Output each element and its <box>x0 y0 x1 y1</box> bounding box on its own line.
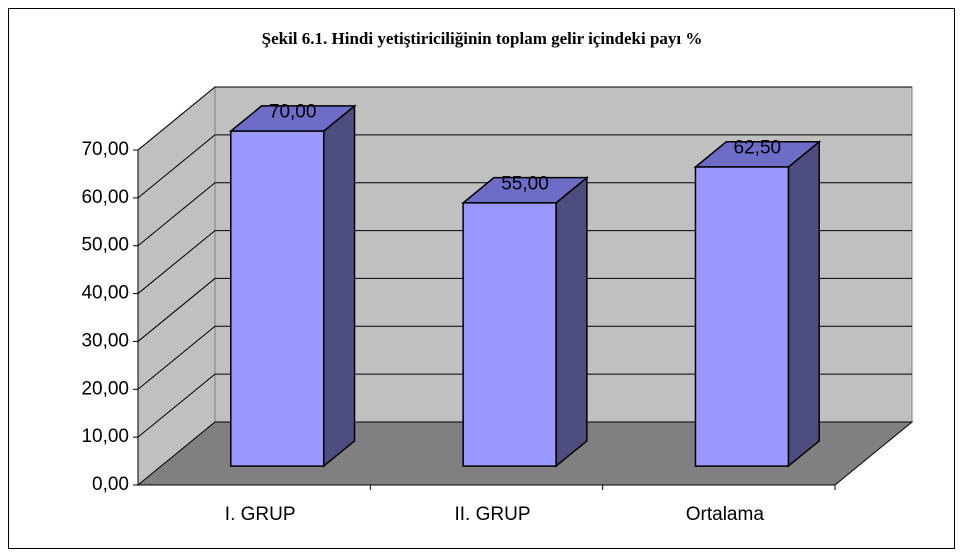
bar-side <box>787 140 820 468</box>
bar-front <box>462 202 557 467</box>
bar <box>461 176 589 468</box>
y-tick-label: 20,00 <box>81 378 129 399</box>
bar-front <box>694 166 790 467</box>
y-tick-label: 50,00 <box>81 235 129 256</box>
y-tick-label: 30,00 <box>81 330 129 351</box>
bar-side <box>555 176 588 468</box>
y-tick-label: 60,00 <box>81 187 129 208</box>
grid-line <box>137 86 912 151</box>
x-tick-label: II. GRUP <box>454 504 530 525</box>
grid-line <box>137 373 912 438</box>
y-tick-label: 10,00 <box>81 426 129 447</box>
value-label: 70,00 <box>269 102 317 123</box>
grid-line <box>137 230 912 294</box>
value-label: 55,00 <box>501 173 549 194</box>
chart-title: Şekil 6.1. Hindi yetiştiriciliğinin topl… <box>262 29 703 48</box>
grid-line <box>137 182 912 247</box>
bar-side <box>322 104 356 468</box>
y-tick-label: 40,00 <box>81 283 129 304</box>
grid-line <box>137 134 912 199</box>
bar <box>228 104 357 468</box>
grid-line <box>137 325 912 390</box>
x-tick-label: I. GRUP <box>225 504 296 525</box>
bar <box>693 140 822 468</box>
y-tick-label: 0,00 <box>92 474 129 495</box>
bar-front <box>230 130 325 467</box>
grid-line <box>137 277 912 342</box>
y-tick-label: 70,00 <box>81 139 129 160</box>
x-tick-label: Ortalama <box>686 504 765 525</box>
left-wall <box>137 85 216 487</box>
value-label: 62,50 <box>734 137 782 158</box>
